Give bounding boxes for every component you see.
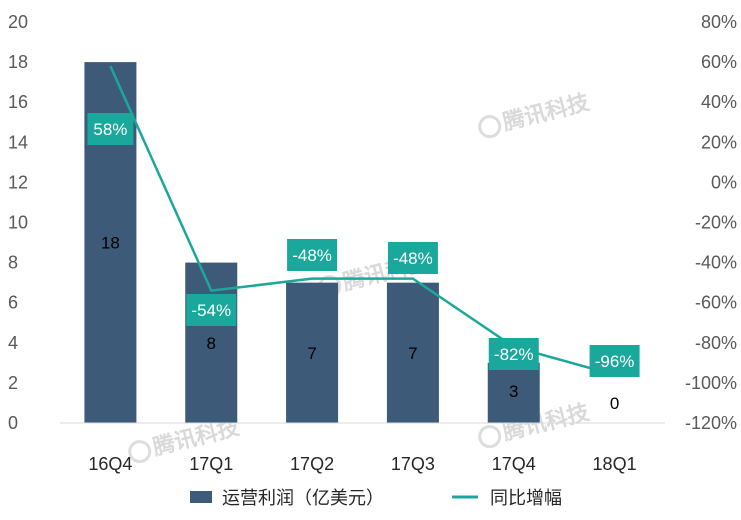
x-axis: 16Q4 17Q1 17Q2 17Q3 17Q4 18Q1 — [88, 454, 636, 474]
y-right-tick-label: 40% — [701, 92, 737, 112]
left-axis: 0 2 4 6 8 10 12 14 16 18 20 — [8, 12, 28, 433]
line-label-box — [488, 338, 539, 370]
bar — [487, 362, 540, 423]
line-label-text: -96% — [595, 352, 635, 371]
x-tick-label: 18Q1 — [593, 454, 637, 474]
x-tick-label: 17Q3 — [391, 454, 435, 474]
bar-labels: 18 8 7 7 3 0 — [101, 234, 619, 413]
legend: 运营利润（亿美元） 同比增幅 — [190, 488, 562, 508]
line-label-box — [186, 294, 237, 326]
line-label-text: -48% — [292, 246, 332, 265]
bar-data-label: 7 — [307, 344, 316, 363]
y-right-tick-label: -20% — [695, 213, 737, 233]
line-label-box — [589, 345, 640, 377]
bar — [286, 282, 339, 423]
line-data-label: -54% — [186, 294, 237, 326]
line-label-text: -54% — [191, 301, 231, 320]
line-label-text: -48% — [393, 249, 433, 268]
bar-data-label: 8 — [207, 334, 216, 353]
y-right-tick-label: 20% — [701, 132, 737, 152]
line-label-box — [87, 113, 134, 145]
y-left-tick-label: 6 — [8, 293, 18, 313]
y-right-tick-label: -40% — [695, 253, 737, 273]
watermark-text: 腾讯科技 — [500, 89, 592, 135]
y-left-tick-label: 14 — [8, 132, 28, 152]
line-label-text: -82% — [494, 345, 534, 364]
legend-label-bar: 运营利润（亿美元） — [222, 488, 384, 508]
line-label-box — [387, 242, 438, 274]
legend-swatch-bar — [190, 491, 212, 503]
y-right-tick-label: -100% — [685, 373, 737, 393]
line-label-text: 58% — [93, 120, 127, 139]
bar-data-label: 18 — [101, 234, 120, 253]
bar — [386, 282, 439, 423]
line-label-box — [287, 239, 338, 271]
x-tick-label: 17Q4 — [492, 454, 536, 474]
x-tick-label: 16Q4 — [88, 454, 132, 474]
y-left-tick-label: 18 — [8, 52, 28, 72]
watermark-logo — [128, 440, 152, 464]
y-left-tick-label: 16 — [8, 92, 28, 112]
x-tick-label: 17Q2 — [290, 454, 334, 474]
bar-data-label: 7 — [408, 344, 417, 363]
y-left-tick-label: 4 — [8, 333, 18, 353]
line-data-label: 58% — [87, 113, 134, 145]
y-left-tick-label: 2 — [8, 373, 18, 393]
legend-label-line: 同比增幅 — [490, 488, 562, 508]
y-right-tick-label: -80% — [695, 333, 737, 353]
x-tick-label: 17Q1 — [189, 454, 233, 474]
y-left-tick-label: 8 — [8, 253, 18, 273]
line-labels: 58% -54% -48% -48% -82% -96% — [87, 113, 640, 377]
y-right-tick-label: -120% — [685, 413, 737, 433]
y-left-tick-label: 20 — [8, 12, 28, 32]
y-right-tick-label: 0% — [711, 172, 737, 192]
line-data-label: -82% — [488, 338, 539, 370]
y-right-tick-label: -60% — [695, 293, 737, 313]
watermark-logo — [478, 115, 502, 139]
line-data-label: -48% — [387, 242, 438, 274]
line-data-label: -96% — [589, 345, 640, 377]
y-right-tick-label: 80% — [701, 12, 737, 32]
y-left-tick-label: 12 — [8, 172, 28, 192]
line-data-label: -48% — [287, 239, 338, 271]
bar-data-label: 3 — [509, 382, 518, 401]
y-right-tick-label: 60% — [701, 52, 737, 72]
bar-data-label: 0 — [610, 394, 619, 413]
right-axis: -120% -100% -80% -60% -40% -20% 0% 20% 40% 60% 80% — [685, 12, 737, 433]
y-left-tick-label: 10 — [8, 213, 28, 233]
y-left-tick-label: 0 — [8, 413, 18, 433]
watermark-logo — [478, 425, 502, 449]
watermark: 腾讯科技 — [478, 89, 593, 139]
